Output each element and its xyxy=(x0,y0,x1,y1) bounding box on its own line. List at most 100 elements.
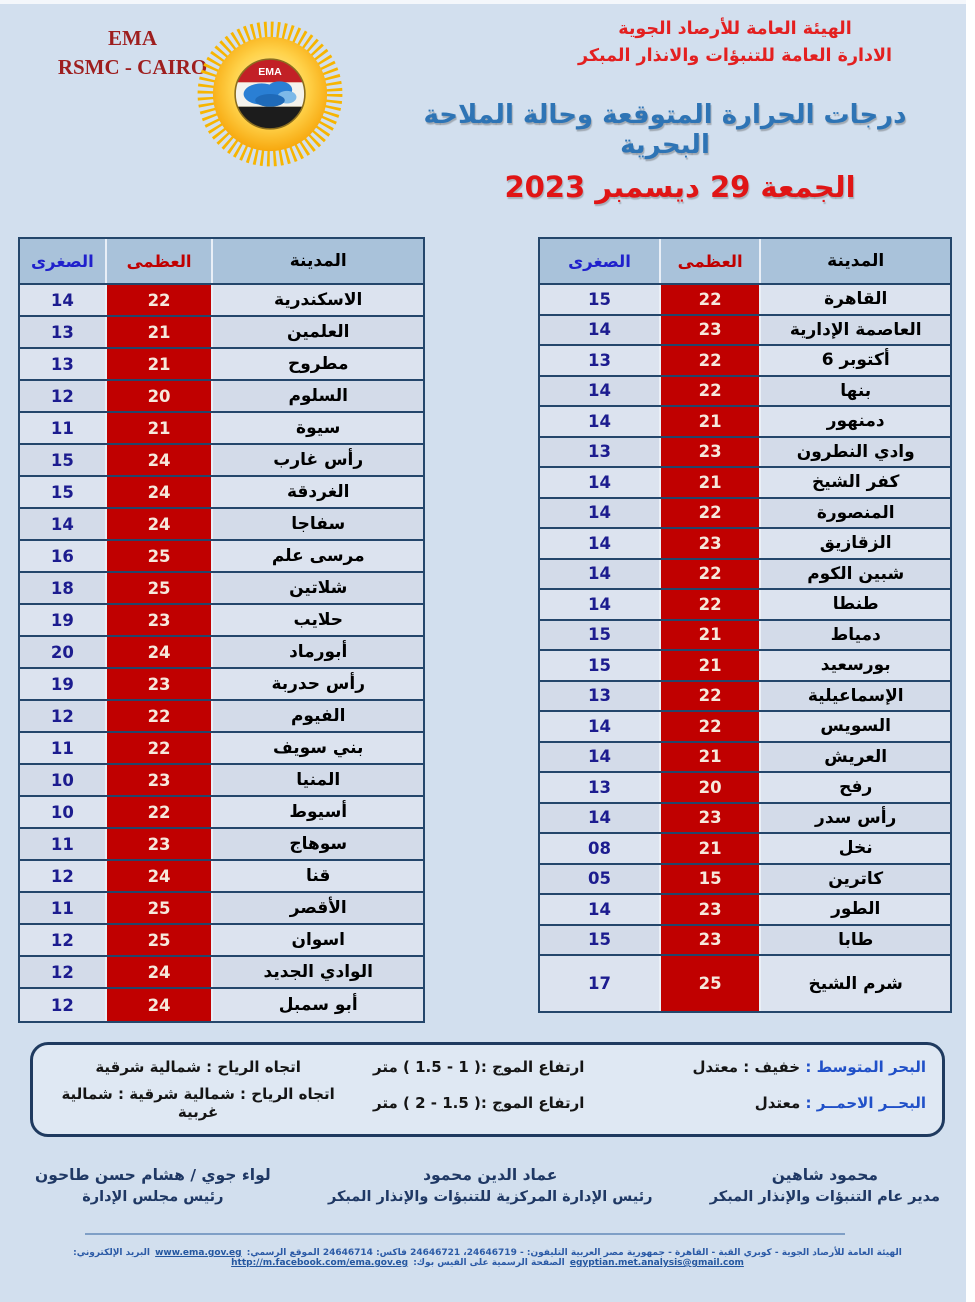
table-row: المنصورة 22 14 xyxy=(540,498,950,529)
table-row: طنطا 22 14 xyxy=(540,590,950,621)
max-temp-cell: 23 xyxy=(658,803,762,832)
city-cell: قنا xyxy=(305,866,331,886)
max-temp-cell: 23 xyxy=(104,765,214,795)
max-temp-cell: 23 xyxy=(104,669,214,699)
table-body-left: الاسكندرية 22 14 العلمين 21 13 مطروح 21 … xyxy=(20,285,423,1021)
min-temp-cell: 08 xyxy=(587,838,611,858)
city-cell: سوهاج xyxy=(289,834,348,854)
table-row: كفر الشيخ 21 14 xyxy=(540,468,950,499)
table-row: القاهرة 22 15 xyxy=(540,285,950,316)
max-temp-cell: 22 xyxy=(658,559,762,588)
wave-height: ارتفاع الموج :( 1 - 1.5 ) متر xyxy=(373,1058,585,1076)
city-cell: الفيوم xyxy=(290,706,346,726)
table-row: كاترين 15 05 xyxy=(540,864,950,895)
table-row: قنا 24 12 xyxy=(20,861,423,893)
min-temp-cell: 19 xyxy=(50,610,74,630)
min-temp-cell: 11 xyxy=(50,898,74,918)
max-temp-cell: 23 xyxy=(658,437,762,466)
page-right-edge xyxy=(966,0,975,1302)
table-row: بورسعيد 21 15 xyxy=(540,651,950,682)
max-temp-cell: 21 xyxy=(104,317,214,347)
max-temp-cell: 23 xyxy=(658,529,762,558)
contact-footer: الهيئة العامة للأرصاد الجوية - كوبري الق… xyxy=(0,1248,975,1268)
facebook-link[interactable]: http://m.facebook.com/ema.gov.eg xyxy=(231,1258,409,1268)
email-link[interactable]: egyptian.met.analysis@gmail.com xyxy=(569,1258,744,1268)
min-temp-cell: 15 xyxy=(50,482,74,502)
max-temp-cell: 22 xyxy=(104,733,214,763)
sea-name-label: البحر المتوسط : xyxy=(805,1058,926,1076)
max-temp-cell: 22 xyxy=(658,498,762,527)
table-row: أسيوط 22 10 xyxy=(20,797,423,829)
city-cell: كفر الشيخ xyxy=(812,472,900,493)
table-row: رأس غارب 24 15 xyxy=(20,445,423,477)
org-line2: الادارة العامة للتنبؤات والانذار المبكر xyxy=(577,46,893,67)
signature-block: محمود شاهين مدير عام التنبؤات والإنذار ا… xyxy=(710,1166,940,1205)
sea-state: البحــر الاحمــر : معتدل xyxy=(610,1094,926,1112)
max-temp-cell: 24 xyxy=(104,957,214,987)
signatory-title: رئيس مجلس الإدارة xyxy=(82,1189,224,1205)
min-temp-cell: 10 xyxy=(50,770,74,790)
min-temp-cell: 17 xyxy=(587,974,611,993)
signatory-name: عماد الدين محمود xyxy=(423,1166,558,1184)
table-row: رأس حدربة 23 19 xyxy=(20,669,423,701)
logo-ema-text: EMA xyxy=(258,66,282,78)
table-row: الفيوم 22 12 xyxy=(20,701,423,733)
min-temp-cell: 14 xyxy=(50,514,74,534)
min-temp-cell: 13 xyxy=(587,777,611,797)
min-temp-cell: 13 xyxy=(50,322,74,342)
max-temp-cell: 21 xyxy=(658,468,762,497)
max-temp-cell: 22 xyxy=(658,285,762,314)
table-row: بني سويف 22 11 xyxy=(20,733,423,765)
city-cell: رفح xyxy=(839,777,873,798)
agency-address-phones: الهيئة العامة للأرصاد الجوية - كوبري الق… xyxy=(246,1248,902,1258)
table-row: العريش 21 14 xyxy=(540,742,950,773)
min-column-header: الصغرى xyxy=(568,251,631,271)
table-row: دمنهور 21 14 xyxy=(540,407,950,438)
min-temp-cell: 14 xyxy=(587,594,611,614)
city-cell: العلمين xyxy=(287,322,350,342)
table-row: السلوم 20 12 xyxy=(20,381,423,413)
sea-state-value: خفيف : معتدل xyxy=(692,1058,801,1076)
city-cell: دمنهور xyxy=(826,411,885,432)
max-temp-cell: 20 xyxy=(104,381,214,411)
temperature-table-right: المدينة العظمى الصغرى القاهرة 22 15 العا… xyxy=(538,237,952,1013)
city-cell: مرسى علم xyxy=(271,546,365,566)
city-cell: السويس xyxy=(820,716,891,737)
table-row: سوهاج 23 11 xyxy=(20,829,423,861)
max-temp-cell: 25 xyxy=(104,893,214,923)
min-temp-cell: 12 xyxy=(50,866,74,886)
city-cell: الوادي الجديد xyxy=(263,962,373,982)
city-cell: رأس غارب xyxy=(273,450,364,470)
max-temp-cell: 21 xyxy=(104,413,214,443)
table-row: الطور 23 14 xyxy=(540,895,950,926)
min-temp-cell: 14 xyxy=(587,381,611,401)
website-link[interactable]: www.ema.gov.eg xyxy=(155,1248,242,1258)
table-row: الزقازيق 23 14 xyxy=(540,529,950,560)
table-row: المنيا 23 10 xyxy=(20,765,423,797)
city-cell: أبورماد xyxy=(289,642,348,662)
city-column-header: المدينة xyxy=(289,251,347,271)
max-temp-cell: 24 xyxy=(104,989,214,1021)
city-cell: طنطا xyxy=(832,594,879,615)
wind-direction: اتجاه الرياح : شمالية شرقية : شمالية غرب… xyxy=(61,1085,335,1121)
city-cell: كاترين xyxy=(828,868,884,889)
min-temp-cell: 12 xyxy=(50,706,74,726)
max-temp-cell: 24 xyxy=(104,477,214,507)
signatures-row: محمود شاهين مدير عام التنبؤات والإنذار ا… xyxy=(0,1166,975,1205)
min-temp-cell: 14 xyxy=(587,472,611,492)
min-temp-cell: 14 xyxy=(587,899,611,919)
min-temp-cell: 15 xyxy=(587,289,611,309)
city-cell: الزقازيق xyxy=(819,533,892,554)
city-cell: مطروح xyxy=(287,354,349,374)
city-cell: رأس حدربة xyxy=(271,674,365,694)
min-temp-cell: 11 xyxy=(50,418,74,438)
max-temp-cell: 25 xyxy=(104,573,214,603)
table-row: بنها 22 14 xyxy=(540,376,950,407)
signatory-title: مدير عام التنبؤات والإنذار المبكر xyxy=(709,1189,940,1205)
max-column-header: العظمى xyxy=(104,239,214,283)
max-temp-cell: 22 xyxy=(658,590,762,619)
max-temp-cell: 21 xyxy=(658,742,762,771)
table-row: رفح 20 13 xyxy=(540,773,950,804)
min-temp-cell: 13 xyxy=(50,354,74,374)
marine-condition-row: البحر المتوسط : خفيف : معتدل ارتفاع المو… xyxy=(49,1058,926,1076)
